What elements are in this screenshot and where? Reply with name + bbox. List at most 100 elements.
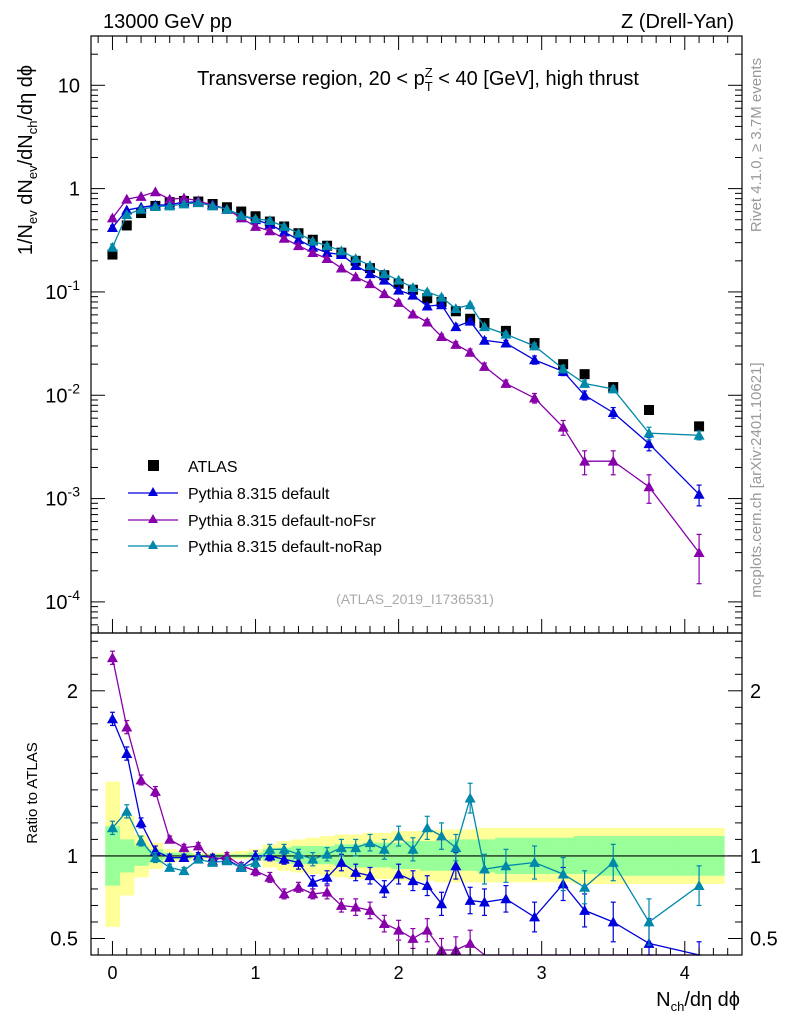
ylabel-part-2: dN bbox=[15, 179, 37, 210]
band-inner bbox=[463, 839, 478, 871]
title-sub: T bbox=[425, 79, 433, 94]
ylabel-sub-2: ev bbox=[25, 165, 40, 179]
ratio-point-2 bbox=[378, 843, 390, 854]
y-tick-label: 10-1 bbox=[45, 277, 80, 304]
y-tick-base: 10 bbox=[45, 489, 67, 511]
ratio-point-2 bbox=[407, 843, 419, 854]
ratio-point-2 bbox=[192, 853, 204, 864]
data-point-1 bbox=[643, 438, 655, 449]
legend-entry-nofsr: Pythia 8.315 default-noFsr bbox=[128, 513, 376, 530]
data-point-1 bbox=[464, 315, 476, 326]
ratio-point-1 bbox=[264, 871, 276, 882]
ratio-y-axis-label: Ratio to ATLAS bbox=[24, 742, 41, 843]
ratio-point-2 bbox=[450, 842, 462, 853]
ratio-point-0 bbox=[164, 852, 176, 862]
data-point-3 bbox=[557, 363, 569, 374]
data-point-3 bbox=[192, 197, 204, 208]
analysis-id: (ATLAS_2019_I1736531) bbox=[336, 591, 494, 607]
data-point-1 bbox=[607, 407, 619, 417]
ratio-point-0 bbox=[464, 895, 476, 905]
ratio-point-0 bbox=[407, 875, 419, 886]
data-point-3 bbox=[149, 201, 161, 211]
ratio-point-1 bbox=[250, 865, 262, 876]
data-point-3 bbox=[264, 215, 276, 226]
data-point-3 bbox=[121, 209, 133, 220]
data-point-2 bbox=[264, 225, 276, 236]
data-point-2 bbox=[607, 455, 619, 466]
ratio-point-2 bbox=[478, 863, 490, 874]
legend: ATLAS Pythia 8.315 default Pythia 8.315 … bbox=[128, 459, 382, 556]
ratio-point-2 bbox=[135, 835, 147, 846]
ratio-point-1 bbox=[464, 937, 476, 948]
data-point-2 bbox=[378, 288, 390, 299]
ratio-tick-label-right: 0.5 bbox=[750, 928, 778, 950]
band-inner bbox=[573, 836, 600, 875]
data-point-3 bbox=[579, 377, 591, 388]
legend-label-atlas: ATLAS bbox=[188, 459, 238, 476]
data-point-2 bbox=[121, 193, 133, 204]
ratio-point-1 bbox=[221, 850, 233, 861]
ratio-point-0 bbox=[121, 748, 133, 758]
ratio-point-0 bbox=[149, 845, 161, 856]
ratio-point-2 bbox=[579, 881, 591, 892]
data-point-2 bbox=[478, 360, 490, 371]
ratio-point-1 bbox=[164, 833, 176, 844]
ratio-point-2 bbox=[393, 830, 405, 841]
data-point-1 bbox=[278, 226, 290, 237]
data-point-2 bbox=[350, 271, 362, 282]
ratio-point-0 bbox=[607, 916, 619, 927]
ratio-point-2 bbox=[178, 865, 190, 876]
data-point-2 bbox=[292, 240, 304, 251]
mcplots-label: mcplots.cern.ch [arXiv:2401.10621] bbox=[748, 362, 765, 597]
legend-marker-atlas bbox=[148, 460, 159, 471]
series-3 bbox=[106, 197, 705, 441]
y-tick-exponent: -2 bbox=[68, 380, 81, 396]
data-point-1 bbox=[579, 389, 591, 400]
data-point-3 bbox=[106, 241, 118, 252]
data-point-3 bbox=[500, 328, 512, 339]
data-point-1 bbox=[436, 299, 448, 310]
legend-label-default: Pythia 8.315 default bbox=[188, 486, 330, 503]
ratio-point-2 bbox=[643, 916, 655, 927]
band-inner bbox=[362, 842, 378, 868]
data-point-1 bbox=[350, 260, 362, 270]
data-point-2 bbox=[135, 190, 147, 201]
data-point-3 bbox=[607, 383, 619, 394]
y-tick-exponent: -3 bbox=[68, 484, 81, 500]
data-point-atlas bbox=[107, 249, 118, 260]
ratio-point-2 bbox=[557, 868, 569, 879]
data-point-2 bbox=[335, 262, 347, 273]
y-tick-label: 10-3 bbox=[45, 484, 80, 511]
data-point-3 bbox=[350, 253, 362, 264]
data-point-1 bbox=[478, 334, 490, 345]
ratio-tick-label-left: 1 bbox=[67, 846, 78, 868]
ratio-tick-label-right: 2 bbox=[750, 681, 761, 703]
data-point-1 bbox=[421, 300, 433, 311]
y-tick-exponent: -4 bbox=[68, 587, 81, 603]
ratio-point-2 bbox=[350, 842, 362, 853]
y-tick-base: 10 bbox=[45, 592, 67, 614]
ratio-point-0 bbox=[278, 853, 290, 864]
data-point-3 bbox=[221, 203, 233, 214]
data-point-2 bbox=[693, 547, 705, 558]
ratio-point-2 bbox=[278, 843, 290, 854]
data-point-2 bbox=[557, 421, 569, 432]
ratio-point-0 bbox=[478, 896, 490, 907]
data-point-1 bbox=[106, 222, 118, 232]
data-point-3 bbox=[407, 282, 419, 293]
ratio-tick-label-right: 1 bbox=[750, 846, 761, 868]
ratio-point-0 bbox=[250, 850, 262, 861]
data-point-2 bbox=[643, 481, 655, 492]
data-point-2 bbox=[529, 392, 541, 403]
ylabel-part-1: 1/N bbox=[15, 224, 37, 255]
ylabel-sub-3: ch bbox=[25, 121, 40, 135]
ratio-point-1 bbox=[135, 774, 147, 785]
y-tick-base: 10 bbox=[58, 75, 80, 97]
data-point-2 bbox=[321, 253, 333, 264]
ratio-point-2 bbox=[500, 860, 512, 871]
data-point-2 bbox=[364, 278, 376, 289]
x-axis-label: Nch/dη dϕ bbox=[656, 989, 740, 1014]
xlabel-rest: /dη dϕ bbox=[684, 989, 740, 1011]
data-point-3 bbox=[135, 203, 147, 214]
ratio-point-0 bbox=[106, 713, 118, 724]
